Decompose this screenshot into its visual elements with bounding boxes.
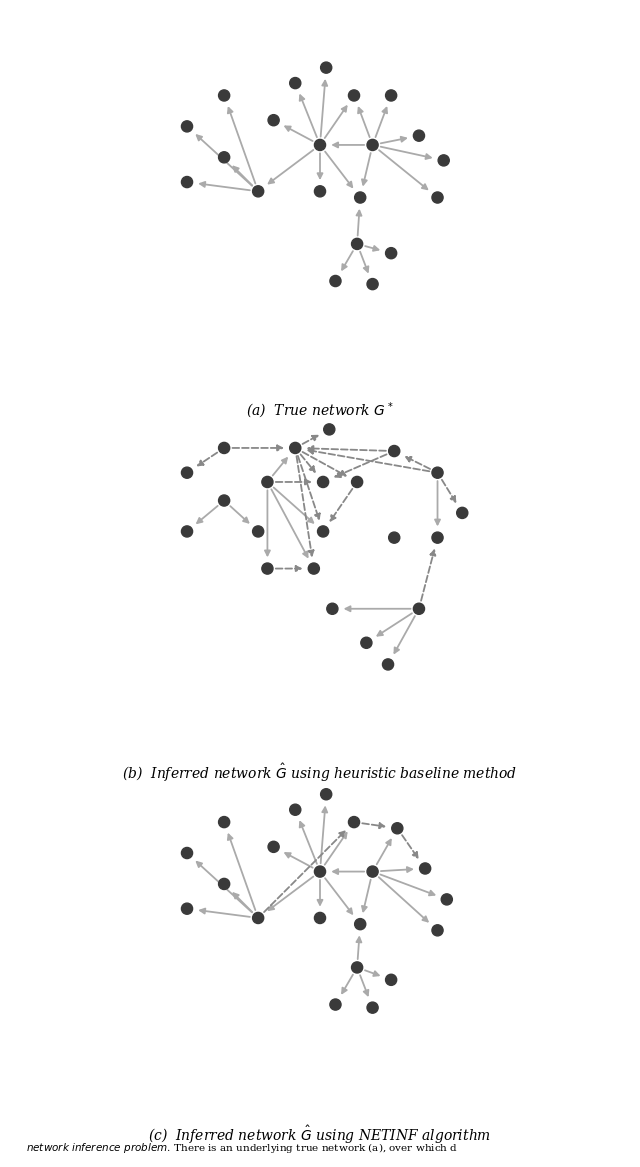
Circle shape [262, 562, 273, 574]
Circle shape [253, 913, 264, 923]
Circle shape [327, 603, 338, 614]
Text: (b)  Inferred network $\hat{G}$ using heuristic baseline method: (b) Inferred network $\hat{G}$ using heu… [122, 762, 518, 784]
Circle shape [182, 176, 193, 188]
Circle shape [182, 121, 193, 132]
Circle shape [367, 866, 378, 878]
Circle shape [388, 446, 400, 456]
Circle shape [348, 90, 360, 102]
Circle shape [432, 924, 443, 936]
Circle shape [317, 476, 329, 488]
Circle shape [317, 526, 329, 537]
Circle shape [182, 467, 193, 478]
Circle shape [351, 238, 363, 250]
Circle shape [182, 526, 193, 537]
Circle shape [268, 841, 279, 852]
Circle shape [268, 114, 279, 126]
Circle shape [219, 495, 230, 506]
Circle shape [219, 442, 230, 454]
Circle shape [432, 467, 443, 478]
Circle shape [432, 191, 443, 203]
Text: (c)  Inferred network $\hat{G}$ using NETINF algorithm: (c) Inferred network $\hat{G}$ using NET… [148, 1124, 492, 1146]
Text: (a)  True network $G^*$: (a) True network $G^*$ [246, 400, 394, 420]
Circle shape [367, 279, 378, 289]
Circle shape [314, 913, 326, 923]
Circle shape [262, 476, 273, 488]
Circle shape [290, 77, 301, 89]
Circle shape [314, 139, 326, 151]
Circle shape [308, 562, 319, 574]
Circle shape [392, 823, 403, 834]
Circle shape [367, 139, 378, 151]
Circle shape [253, 186, 264, 197]
Circle shape [182, 903, 193, 914]
Circle shape [330, 275, 341, 287]
Circle shape [219, 879, 230, 889]
Circle shape [314, 186, 326, 197]
Circle shape [385, 974, 397, 985]
Circle shape [383, 659, 394, 670]
Circle shape [457, 508, 468, 518]
Circle shape [355, 191, 366, 203]
Circle shape [385, 247, 397, 259]
Circle shape [438, 155, 449, 166]
Circle shape [351, 962, 363, 973]
Circle shape [367, 1002, 378, 1013]
Circle shape [351, 476, 363, 488]
Circle shape [413, 130, 424, 141]
Circle shape [253, 526, 264, 537]
Circle shape [321, 789, 332, 799]
Circle shape [324, 424, 335, 435]
Text: $\it{network\ inference\ problem}$. There is an underlying true network (a), ove: $\it{network\ inference\ problem}$. Ther… [26, 1141, 458, 1155]
Circle shape [420, 862, 431, 874]
Circle shape [355, 918, 366, 930]
Circle shape [219, 152, 230, 163]
Circle shape [314, 866, 326, 878]
Circle shape [219, 817, 230, 827]
Circle shape [441, 894, 452, 904]
Circle shape [330, 999, 341, 1011]
Circle shape [219, 90, 230, 102]
Circle shape [432, 532, 443, 543]
Circle shape [290, 442, 301, 454]
Circle shape [321, 62, 332, 74]
Circle shape [290, 804, 301, 816]
Circle shape [361, 637, 372, 649]
Circle shape [388, 532, 400, 543]
Circle shape [348, 817, 360, 827]
Circle shape [182, 847, 193, 859]
Circle shape [413, 603, 424, 614]
Circle shape [385, 90, 397, 102]
